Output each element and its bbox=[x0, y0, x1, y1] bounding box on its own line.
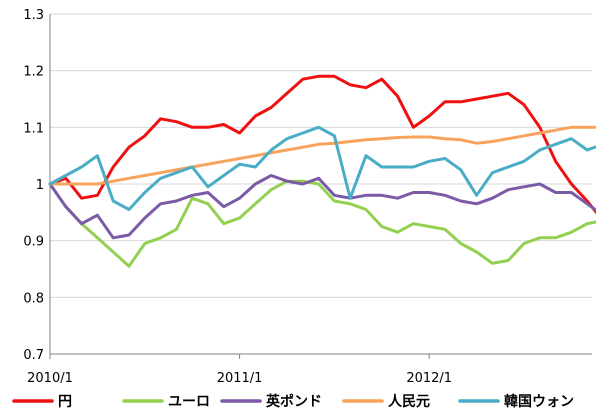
series-line-2 bbox=[48, 174, 596, 240]
y-tick-label: 0.7 bbox=[23, 348, 44, 363]
grid-lines bbox=[50, 13, 592, 298]
legend-label-1: ユーロ bbox=[168, 394, 210, 410]
y-axis-tick-labels: 0.7 0.8 0.9 1 1.1 1.2 1.3 bbox=[23, 8, 44, 363]
y-tick-label: 0.9 bbox=[23, 235, 44, 250]
legend-label-0: 円 bbox=[58, 394, 72, 410]
series-line-4 bbox=[48, 125, 596, 211]
x-tick-label: 2011/1 bbox=[217, 371, 263, 386]
y-tick-label: 1 bbox=[36, 178, 44, 193]
x-tick-label: 2012/1 bbox=[406, 371, 452, 386]
legend-label-2: 英ポンド bbox=[265, 393, 322, 410]
legend-label-4: 韓国ウォン bbox=[504, 393, 574, 410]
series-line-0 bbox=[48, 74, 596, 215]
y-tick-label: 1.3 bbox=[23, 8, 44, 23]
legend: 円 ユーロ 英ポンド 人民元 韓国ウォン bbox=[12, 393, 574, 410]
legend-label-3: 人民元 bbox=[388, 393, 430, 410]
series-line-1 bbox=[48, 179, 596, 268]
axes bbox=[49, 14, 592, 359]
y-tick-label: 1.2 bbox=[23, 65, 44, 80]
series-line-3 bbox=[48, 125, 596, 186]
x-tick-label: 2010/1 bbox=[27, 371, 73, 386]
y-tick-label: 0.8 bbox=[23, 291, 44, 306]
y-tick-label: 1.1 bbox=[23, 121, 44, 136]
series-lines bbox=[48, 74, 596, 268]
